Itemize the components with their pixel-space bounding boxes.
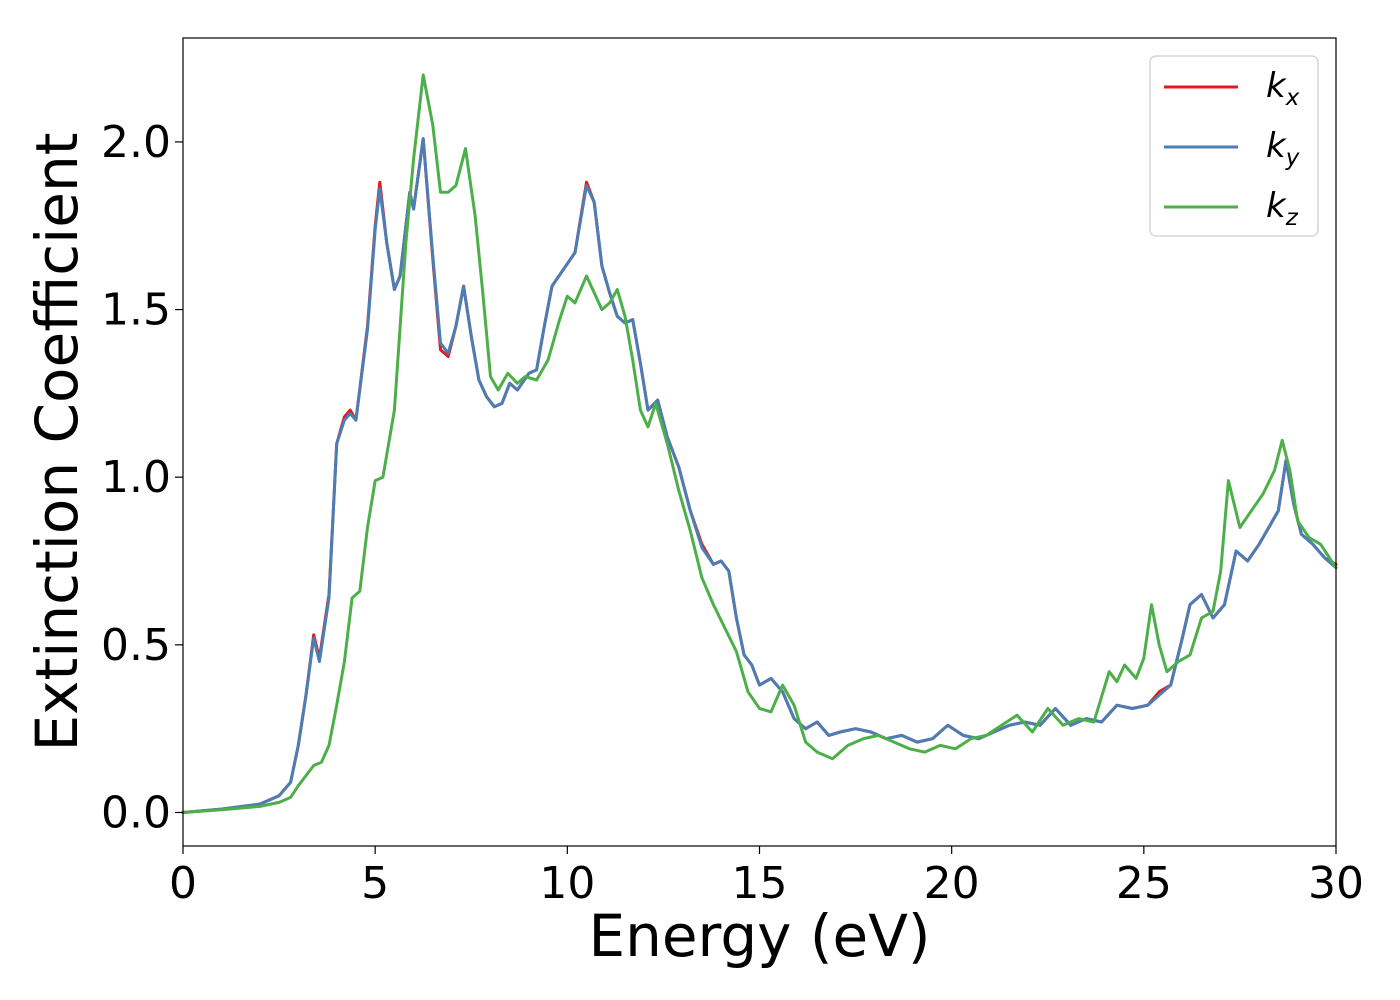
legend-label-base: k [1266,66,1287,106]
y-tick-label: 2.0 [101,117,171,168]
y-tick-label: 0.5 [101,620,171,671]
x-tick-label: 5 [361,858,389,909]
series-line-y [181,137,1338,814]
x-tick-label: 30 [1308,858,1364,909]
legend-label-base: k [1266,126,1287,166]
x-tick-label: 20 [924,858,980,909]
legend-label-subscript: x [1285,85,1300,111]
y-axis-title: Extinction Coefficient [23,133,91,752]
legend-label-y: ky [1266,126,1300,171]
x-tick-label: 25 [1116,858,1172,909]
y-tick-label: 0.0 [101,787,171,838]
x-axis-ticks: 0 5 10 15 20 25 30 [169,846,1364,909]
series-layer [181,73,1338,814]
y-axis-ticks: 0.0 0.5 1.0 1.5 2.0 [101,117,183,838]
legend-label-z: kz [1266,186,1299,231]
y-tick-label: 1.5 [101,285,171,336]
x-tick-label: 10 [539,858,595,909]
legend-label-base: k [1266,186,1287,226]
x-tick-label: 15 [732,858,788,909]
legend-label-subscript: z [1285,205,1299,231]
legend-label-x: kx [1266,66,1300,111]
x-axis-title: Energy (eV) [588,902,930,970]
legend-label-subscript: y [1285,145,1300,171]
series-line-z [181,73,1338,814]
x-tick-label: 0 [169,858,197,909]
y-tick-label: 1.0 [101,452,171,503]
